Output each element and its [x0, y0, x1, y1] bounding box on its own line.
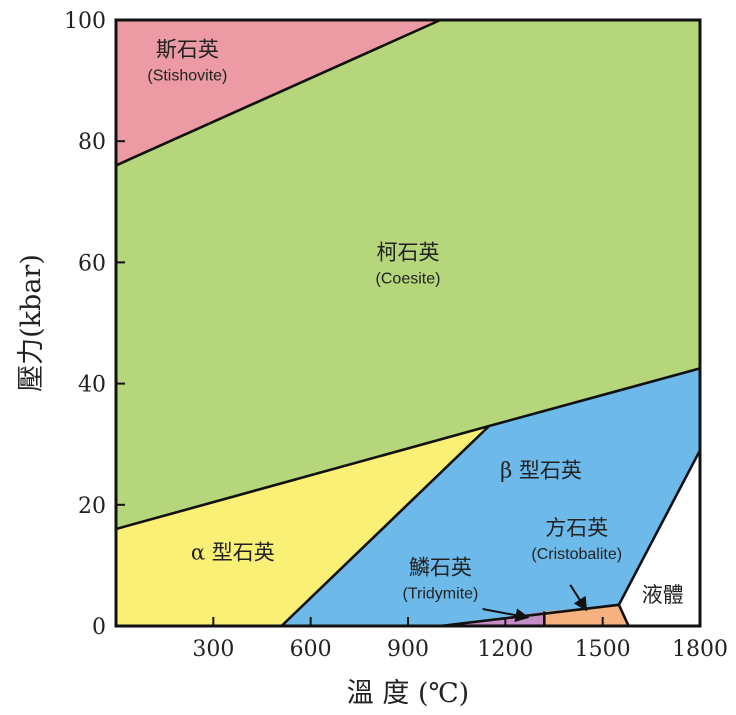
phase-boundary-0: [115, 18, 441, 167]
region-label-cristobalite: 方石英: [545, 516, 608, 540]
region-latin-label-cristobalite: (Cristobalite): [531, 546, 622, 563]
y-tick-label: 60: [78, 251, 106, 276]
x-tick-label: 900: [387, 637, 429, 662]
region-coesite: [116, 20, 700, 529]
region-label-liquid: 液體: [642, 583, 684, 607]
y-tick-label: 40: [78, 373, 106, 398]
phase-regions: [116, 20, 700, 626]
region-latin-label-stishovite: (Stishovite): [147, 67, 227, 84]
y-tick-label: 0: [92, 615, 106, 640]
phase-boundary-4: [617, 604, 630, 627]
axis-ticks: [116, 19, 701, 627]
x-tick-label: 1500: [575, 637, 631, 662]
region-alpha-quartz: [116, 426, 490, 626]
region-beta-quartz: [281, 368, 700, 626]
y-tick-label: 80: [78, 130, 106, 155]
y-tick-label: 20: [78, 494, 106, 519]
axis-tick-labels: 300 600 900 1200 1500 1800 0 20 40 60 80 100: [64, 9, 728, 662]
x-tick-label: 1800: [672, 637, 728, 662]
label-arrow-1: [569, 584, 588, 612]
x-tick-label: 300: [192, 637, 234, 662]
region-latin-label-coesite: (Coesite): [376, 270, 441, 287]
region-label-alpha-quartz: α 型石英: [191, 540, 275, 564]
label-arrows: [482, 584, 588, 623]
x-tick-label: 1200: [477, 637, 533, 662]
region-label-tridymite: 鱗石英: [409, 555, 472, 579]
y-tick-label: 100: [64, 9, 106, 34]
region-latin-label-tridymite: (Tridymite): [403, 585, 479, 602]
y-axis-title: 壓力(kbar): [16, 254, 47, 392]
region-liquid: [618, 450, 700, 626]
phase-boundary-2: [280, 425, 491, 627]
x-axis-title: 溫 度 (℃): [347, 678, 469, 709]
region-labels: 柯石英 (Coesite) 斯石英 (Stishovite) β 型石英 α 型石英鱗石英…: [147, 37, 683, 606]
region-label-stishovite: 斯石英: [156, 37, 219, 61]
phase-boundaries: [115, 18, 702, 628]
region-label-coesite: 柯石英: [377, 240, 440, 264]
label-arrow-0: [482, 608, 530, 623]
x-tick-label: 600: [290, 637, 332, 662]
region-label-beta-quartz: β 型石英: [500, 459, 582, 483]
